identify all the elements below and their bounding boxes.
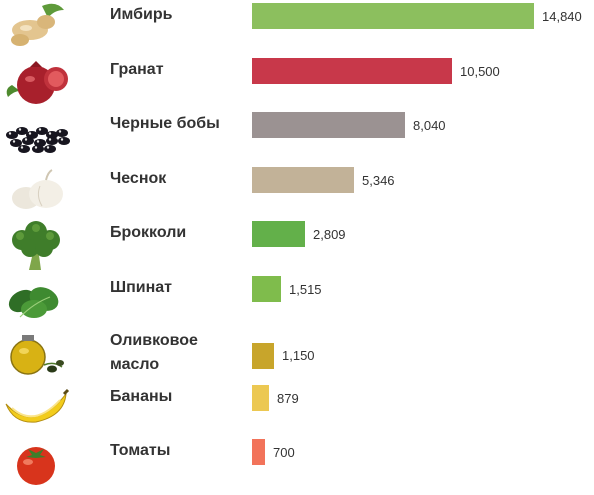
- value-label: 10,500: [460, 63, 500, 79]
- bar: [252, 57, 452, 84]
- bar: [252, 221, 305, 247]
- value-label: 5,346: [362, 172, 395, 188]
- bar: [252, 384, 269, 411]
- bar: [252, 112, 405, 138]
- garlic-icon: [0, 164, 80, 218]
- value-label: 700: [273, 445, 295, 460]
- chart-row: Гранат 10,500: [0, 55, 594, 109]
- chart-row: Брокколи 2,809: [0, 218, 594, 272]
- value-label: 8,040: [413, 118, 446, 133]
- category-label: Бананы: [110, 387, 173, 405]
- category-label: Томаты: [110, 442, 171, 459]
- category-label: Брокколи: [110, 224, 187, 241]
- olive-oil-icon: [0, 327, 80, 381]
- chart-row: Бананы 879: [0, 382, 594, 436]
- tomato-icon: [0, 436, 80, 490]
- chart-row: Шпинат 1,515: [0, 273, 594, 327]
- value-label: 1,515: [289, 281, 322, 297]
- value-label: 2,809: [313, 227, 346, 242]
- bar: [252, 343, 274, 369]
- value-label: 1,150: [282, 348, 315, 363]
- ginger-icon: [0, 0, 80, 54]
- category-label: Оливковое масло: [110, 332, 198, 373]
- chart-row: Имбирь 14,840: [0, 0, 594, 54]
- category-label: Чеснок: [110, 169, 167, 187]
- pomegranate-icon: [0, 55, 80, 109]
- banana-icon: [0, 382, 80, 436]
- spinach-icon: [0, 273, 80, 327]
- category-label: Шпинат: [110, 278, 172, 296]
- chart-row: Томаты 700: [0, 436, 594, 490]
- category-label: Имбирь: [110, 6, 173, 23]
- bar: [252, 275, 281, 302]
- value-label: 879: [277, 390, 299, 406]
- value-label: 14,840: [542, 9, 582, 24]
- category-label: Гранат: [110, 60, 164, 78]
- bar: [252, 3, 534, 29]
- chart-row: Чеснок 5,346: [0, 164, 594, 218]
- category-label: Черные бобы: [110, 115, 220, 132]
- bar: [252, 166, 354, 193]
- broccoli-icon: [0, 218, 80, 272]
- black-beans-icon: [0, 109, 80, 163]
- chart-row: Черные бобы 8,040: [0, 109, 594, 163]
- chart-row: Оливковое масло 1,150: [0, 327, 594, 381]
- bar: [252, 439, 265, 465]
